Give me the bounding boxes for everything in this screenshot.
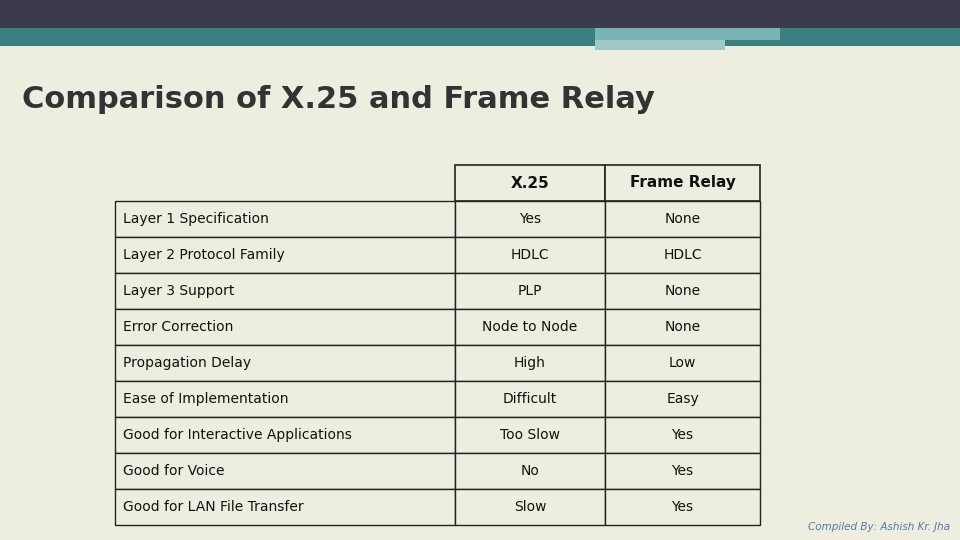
Text: No: No <box>520 464 540 478</box>
Text: None: None <box>664 284 701 298</box>
Bar <box>455 489 605 525</box>
Text: PLP: PLP <box>517 284 542 298</box>
Bar <box>605 345 760 381</box>
Bar <box>115 201 455 237</box>
Text: Too Slow: Too Slow <box>500 428 560 442</box>
Text: Frame Relay: Frame Relay <box>630 176 735 191</box>
Bar <box>605 165 760 201</box>
Bar <box>115 381 455 417</box>
Text: None: None <box>664 320 701 334</box>
Text: Easy: Easy <box>666 392 699 406</box>
Text: X.25: X.25 <box>511 176 549 191</box>
Bar <box>455 165 605 201</box>
Text: Ease of Implementation: Ease of Implementation <box>123 392 289 406</box>
Bar <box>595 40 725 50</box>
Bar <box>605 309 760 345</box>
Text: Low: Low <box>669 356 696 370</box>
Bar <box>115 453 455 489</box>
Bar <box>455 201 605 237</box>
Bar <box>115 417 455 453</box>
Bar <box>605 273 760 309</box>
Text: HDLC: HDLC <box>663 248 702 262</box>
Bar <box>455 273 605 309</box>
Text: Yes: Yes <box>671 500 693 514</box>
Bar <box>0 28 960 46</box>
Bar <box>605 417 760 453</box>
Text: None: None <box>664 212 701 226</box>
Text: Compiled By: Ashish Kr. Jha: Compiled By: Ashish Kr. Jha <box>808 522 950 532</box>
Bar <box>115 273 455 309</box>
Text: Yes: Yes <box>671 464 693 478</box>
Text: Good for Voice: Good for Voice <box>123 464 225 478</box>
Text: Slow: Slow <box>514 500 546 514</box>
Text: Good for LAN File Transfer: Good for LAN File Transfer <box>123 500 303 514</box>
Bar <box>605 201 760 237</box>
Bar <box>455 453 605 489</box>
Bar <box>605 489 760 525</box>
Bar <box>455 381 605 417</box>
Text: Comparison of X.25 and Frame Relay: Comparison of X.25 and Frame Relay <box>22 85 655 114</box>
Text: Node to Node: Node to Node <box>482 320 578 334</box>
Bar <box>115 309 455 345</box>
Text: Difficult: Difficult <box>503 392 557 406</box>
Text: Layer 1 Specification: Layer 1 Specification <box>123 212 269 226</box>
Text: Good for Interactive Applications: Good for Interactive Applications <box>123 428 352 442</box>
Bar <box>455 417 605 453</box>
Text: Propagation Delay: Propagation Delay <box>123 356 252 370</box>
Text: Yes: Yes <box>671 428 693 442</box>
Bar <box>455 237 605 273</box>
Text: Layer 2 Protocol Family: Layer 2 Protocol Family <box>123 248 285 262</box>
Text: Yes: Yes <box>519 212 541 226</box>
Bar <box>115 345 455 381</box>
Bar <box>115 237 455 273</box>
Text: High: High <box>514 356 546 370</box>
Bar <box>0 0 960 28</box>
Bar <box>605 381 760 417</box>
Bar <box>455 345 605 381</box>
Text: HDLC: HDLC <box>511 248 549 262</box>
Bar <box>605 237 760 273</box>
Bar <box>595 28 780 40</box>
Text: Layer 3 Support: Layer 3 Support <box>123 284 234 298</box>
Bar <box>605 453 760 489</box>
Text: Error Correction: Error Correction <box>123 320 233 334</box>
Bar <box>115 489 455 525</box>
Bar <box>455 309 605 345</box>
Bar <box>840 0 960 28</box>
